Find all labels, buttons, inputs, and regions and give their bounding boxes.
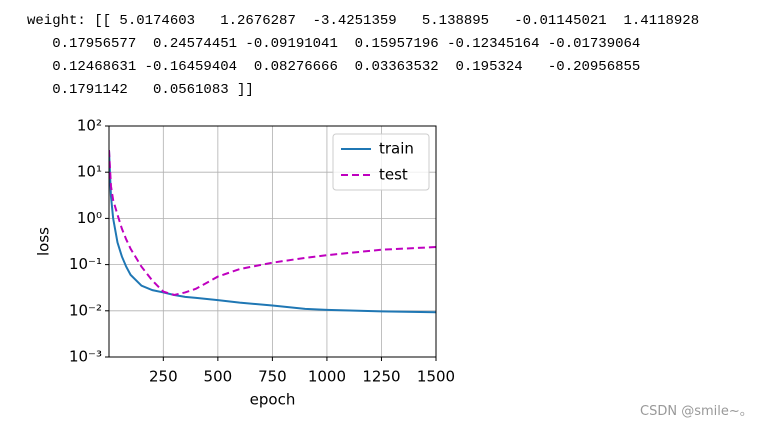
output-line: 0.17956577 0.24574451 -0.09191041 0.1595… [27, 36, 641, 52]
axes-frame [108, 125, 437, 358]
watermark: CSDN @smile~。 [640, 404, 753, 419]
y-tick-label: 10¹ [77, 163, 102, 181]
output-line: weight: [[ 5.0174603 1.2676287 -3.425135… [27, 13, 700, 29]
x-tick-label: 1500 [417, 368, 455, 386]
y-tick-label: 10⁰ [77, 209, 102, 227]
y-tick-label: 10⁻³ [69, 348, 102, 366]
output-text: weight: [[ 5.0174603 1.2676287 -3.425135… [27, 10, 699, 102]
y-tick-label: 10⁻² [69, 301, 102, 319]
x-tick-label: 1250 [362, 368, 400, 386]
x-tick-label: 750 [258, 368, 287, 386]
x-axis-label: epoch [250, 391, 296, 409]
output-line: 0.12468631 -0.16459404 0.08276666 0.0336… [27, 59, 641, 75]
x-tick-label: 1000 [308, 368, 346, 386]
line [109, 150, 436, 314]
y-tick-label: 10² [77, 117, 102, 135]
output-line: 0.1791142 0.0561083 ]] [27, 82, 254, 98]
y-tick-label: 10⁻¹ [69, 255, 102, 273]
y-axis-label: loss [35, 227, 53, 256]
x-tick-label: 250 [149, 368, 178, 386]
x-tick-label: 500 [204, 368, 233, 386]
line [109, 150, 436, 297]
legend-label: train [379, 140, 414, 158]
legend-label: test [379, 166, 408, 184]
plot [109, 150, 436, 314]
